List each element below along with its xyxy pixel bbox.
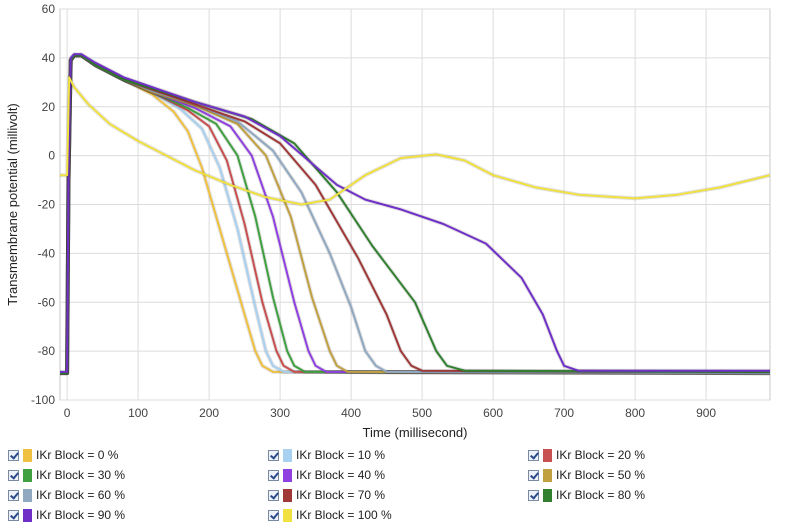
y-axis-ticks: 60 40 20 0 -20 -40 -60 -80 -100 [31,2,55,407]
legend-label: IKr Block = 90 % [36,508,126,522]
y-tick-label: -80 [38,344,56,358]
y-tick-label: 0 [48,149,55,163]
legend-label: IKr Block = 100 % [296,508,392,522]
legend-checkbox[interactable] [8,469,19,481]
legend-item[interactable]: IKr Block = 80 % [528,486,645,504]
x-tick-label: 600 [483,406,503,420]
legend-label: IKr Block = 30 % [36,468,126,482]
legend-checkbox[interactable] [268,449,279,461]
x-tick-label: 800 [625,406,645,420]
legend-checkbox[interactable] [268,469,279,481]
legend-swatch [283,448,292,462]
x-tick-label: 900 [696,406,716,420]
legend-swatch [23,448,32,462]
legend-checkbox[interactable] [528,449,539,461]
legend-item[interactable]: IKr Block = 40 % [268,466,385,484]
legend-label: IKr Block = 50 % [556,468,646,482]
legend-swatch [23,488,32,502]
y-tick-label: -100 [31,393,55,407]
legend-item[interactable]: IKr Block = 90 % [8,506,125,524]
series-lines [60,52,771,376]
y-tick-label: 60 [42,2,56,16]
x-tick-label: 100 [128,406,148,420]
legend-item[interactable]: IKr Block = 50 % [528,466,645,484]
y-tick-label: 40 [42,51,56,65]
legend-swatch [283,508,292,522]
legend-swatch [543,468,552,482]
legend-item[interactable]: IKr Block = 10 % [268,446,385,464]
x-tick-label: 0 [64,406,71,420]
legend-checkbox[interactable] [528,489,539,501]
legend-checkbox[interactable] [8,489,19,501]
x-tick-label: 400 [341,406,361,420]
legend-swatch [283,488,292,502]
legend-checkbox[interactable] [268,489,279,501]
legend-label: IKr Block = 40 % [296,468,386,482]
x-tick-label: 300 [270,406,290,420]
ap-chart: 0 100 200 300 400 500 600 700 800 900 6040200-20-… [5,2,771,440]
legend-label: IKr Block = 10 % [296,448,386,462]
legend-item[interactable]: IKr Block = 60 % [8,486,125,504]
legend-checkbox[interactable] [8,449,19,461]
legend-label: IKr Block = 20 % [556,448,646,462]
x-axis-ticks: 0 100 200 300 400 500 600 700 800 900 [64,406,717,420]
legend-swatch [543,448,552,462]
legend-item[interactable]: IKr Block = 20 % [528,446,645,464]
legend-checkbox[interactable] [268,509,279,521]
legend-swatch [23,508,32,522]
x-tick-label: 700 [554,406,574,420]
y-tick-label: 20 [42,100,56,114]
legend-item[interactable]: IKr Block = 30 % [8,466,125,484]
y-tick-label: -60 [38,295,56,309]
legend-label: IKr Block = 80 % [556,488,646,502]
legend-label: IKr Block = 60 % [36,488,126,502]
x-tick-label: 200 [199,406,219,420]
y-tick-label: -40 [38,246,56,260]
legend-item[interactable]: IKr Block = 0 % [8,446,118,464]
legend-swatch [283,468,292,482]
legend-item[interactable]: IKr Block = 100 % [268,506,392,524]
x-tick-label: 500 [412,406,432,420]
series-line-9 [60,53,770,373]
legend-checkbox[interactable] [8,509,19,521]
legend: IKr Block = 0 % IKr Block = 10 % IKr Block… [0,444,797,529]
legend-label: IKr Block = 0 % [36,448,119,462]
legend-swatch [543,488,552,502]
legend-checkbox[interactable] [528,469,539,481]
x-axis-title: Time (millisecond) [363,425,468,440]
legend-item[interactable]: IKr Block = 70 % [268,486,385,504]
y-axis-title: Transmembrane potential (millivolt) [5,103,20,306]
legend-swatch [23,468,32,482]
legend-label: IKr Block = 70 % [296,488,386,502]
y-tick-label: -20 [38,198,56,212]
series-line-10 [60,76,771,206]
